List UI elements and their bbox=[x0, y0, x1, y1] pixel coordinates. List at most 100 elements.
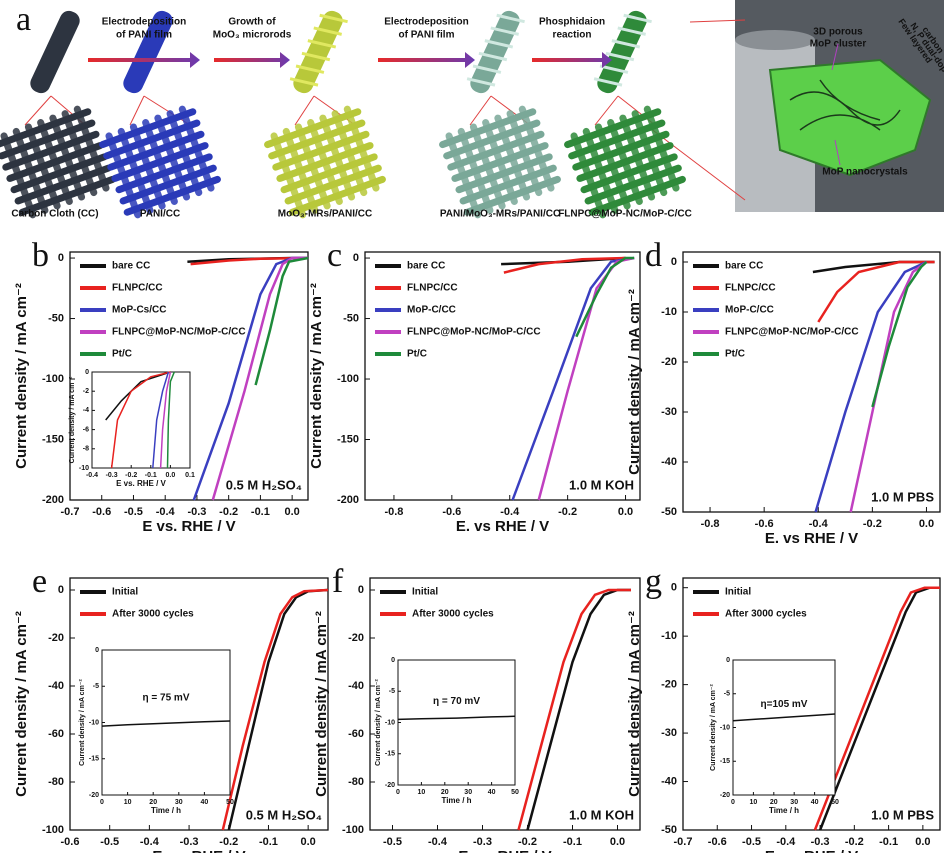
step-label: Growth of bbox=[228, 17, 276, 28]
mop-cluster bbox=[768, 58, 932, 177]
step-label: Electrodeposition bbox=[102, 17, 186, 28]
mesh-fiber bbox=[123, 175, 221, 216]
y-tick-label: -200 bbox=[337, 494, 359, 506]
annotation: 1.0 M PBS bbox=[871, 489, 934, 504]
inset-frame bbox=[91, 371, 191, 469]
mesh-fiber bbox=[73, 105, 110, 192]
mesh-fiber bbox=[10, 153, 108, 194]
rod-texture bbox=[289, 77, 319, 87]
legend-label: MoP-C/CC bbox=[725, 305, 774, 316]
rod bbox=[30, 10, 80, 94]
x-tick-label: -0.5 bbox=[124, 506, 143, 518]
x-tick-label: -0.4 bbox=[428, 836, 448, 848]
y-tick-label: -10 bbox=[661, 630, 677, 642]
legend-label: FLNPC@MoP-NC/MoP-C/CC bbox=[725, 327, 859, 338]
stage-label: FLNPC@MoP-NC/MoP-C/CC bbox=[558, 209, 692, 220]
x-tick-label: -0.3 bbox=[473, 836, 492, 848]
rod-texture bbox=[472, 64, 502, 74]
x-tick-label: 0.0 bbox=[618, 506, 633, 518]
x-tick-label: 30 bbox=[464, 789, 472, 796]
mesh-fiber bbox=[331, 110, 368, 197]
legend-label: Pt/C bbox=[407, 349, 427, 360]
step-label: of PANI film bbox=[116, 30, 172, 41]
cloth-mesh bbox=[439, 105, 561, 219]
series-line bbox=[254, 256, 309, 386]
y-tick-label: -2 bbox=[83, 388, 89, 395]
zoom-line bbox=[689, 19, 746, 23]
zoom-line bbox=[294, 95, 315, 126]
x-axis-label: E vs. RHE / V bbox=[458, 848, 551, 853]
series-line bbox=[101, 720, 231, 727]
rod-texture bbox=[301, 51, 331, 62]
rod-texture bbox=[617, 26, 647, 36]
mesh-fiber bbox=[154, 114, 191, 201]
rod-texture bbox=[466, 77, 496, 87]
y-tick-label: -20 bbox=[661, 356, 677, 368]
mesh-fiber bbox=[49, 114, 86, 201]
legend-label: MoP-C/CC bbox=[407, 305, 456, 316]
x-tick-label: -0.6 bbox=[442, 506, 461, 518]
y-tick-label: -150 bbox=[42, 433, 64, 445]
legend-label: FLNPC@MoP-NC/MoP-C/CC bbox=[112, 327, 246, 338]
plot-frame bbox=[682, 251, 941, 513]
series-line bbox=[813, 586, 940, 831]
x-tick-label: 0.1 bbox=[185, 472, 195, 479]
y-tick-label: 0 bbox=[391, 657, 395, 664]
panel-label: g bbox=[645, 563, 662, 600]
annotation: 0.5 M H₂SO₄ bbox=[226, 477, 302, 492]
stage-label: PANI/MoO₃-MRs/PANI/CC bbox=[440, 209, 560, 220]
y-tick-label: -30 bbox=[661, 406, 677, 418]
series-line bbox=[817, 260, 935, 323]
rod-texture bbox=[295, 64, 325, 74]
mesh-fiber bbox=[580, 153, 678, 194]
x-tick-label: -0.3 bbox=[106, 472, 118, 479]
y-tick-label: -20 bbox=[661, 679, 677, 691]
rod-texture bbox=[319, 13, 348, 24]
x-tick-label: -0.5 bbox=[742, 836, 761, 848]
y-tick-label: -80 bbox=[348, 776, 364, 788]
y-tick-label: -60 bbox=[48, 728, 64, 740]
y-tick-label: -100 bbox=[42, 373, 64, 385]
mesh-fiber bbox=[119, 164, 217, 205]
x-tick-label: 50 bbox=[831, 799, 839, 806]
legend-label: bare CC bbox=[407, 261, 445, 272]
x-tick-label: 0 bbox=[396, 789, 400, 796]
mesh-fiber bbox=[588, 175, 686, 216]
x-tick-label: -0.8 bbox=[701, 518, 720, 530]
y-tick-label: -6 bbox=[83, 426, 89, 433]
y-tick-label: -150 bbox=[337, 433, 359, 445]
x-axis-label: Time / h bbox=[769, 806, 799, 815]
x-tick-label: 50 bbox=[226, 799, 234, 806]
rod-texture bbox=[593, 77, 623, 87]
rod-texture bbox=[605, 51, 635, 62]
series-line bbox=[166, 371, 175, 469]
mesh-fiber bbox=[178, 105, 215, 192]
legend-label: FLNPC/CC bbox=[725, 283, 776, 294]
x-tick-label: 30 bbox=[175, 799, 183, 806]
x-tick-label: -0.6 bbox=[708, 836, 727, 848]
rod-texture bbox=[599, 64, 629, 74]
annotation: 1.0 M PBS bbox=[871, 807, 934, 822]
rod-texture bbox=[496, 13, 525, 24]
series-line bbox=[732, 713, 836, 722]
y-tick-label: 0 bbox=[58, 252, 64, 264]
inset-frame bbox=[732, 659, 836, 796]
series-line bbox=[575, 256, 635, 338]
y-tick-label: -50 bbox=[661, 824, 677, 836]
legend-label: bare CC bbox=[112, 261, 150, 272]
mesh-fiber bbox=[619, 114, 656, 201]
cloth-mesh bbox=[564, 105, 686, 219]
y-axis-label: Current density / mA cm⁻² bbox=[13, 283, 30, 469]
x-tick-label: -0.3 bbox=[811, 836, 830, 848]
mesh-fiber bbox=[518, 105, 555, 192]
step-label: Phosphidaion bbox=[539, 17, 605, 28]
mesh-fiber bbox=[307, 119, 343, 205]
series-line bbox=[211, 256, 308, 501]
zoom-cylinder-top bbox=[735, 30, 815, 50]
mesh-fiber bbox=[142, 119, 178, 205]
stage-label: PANI/CC bbox=[140, 209, 180, 220]
x-tick-label: 0.0 bbox=[610, 836, 625, 848]
mesh-fiber bbox=[288, 175, 386, 216]
y-axis-label: Current density / mA cm⁻² bbox=[626, 611, 643, 797]
legend-label: After 3000 cycles bbox=[725, 609, 807, 620]
